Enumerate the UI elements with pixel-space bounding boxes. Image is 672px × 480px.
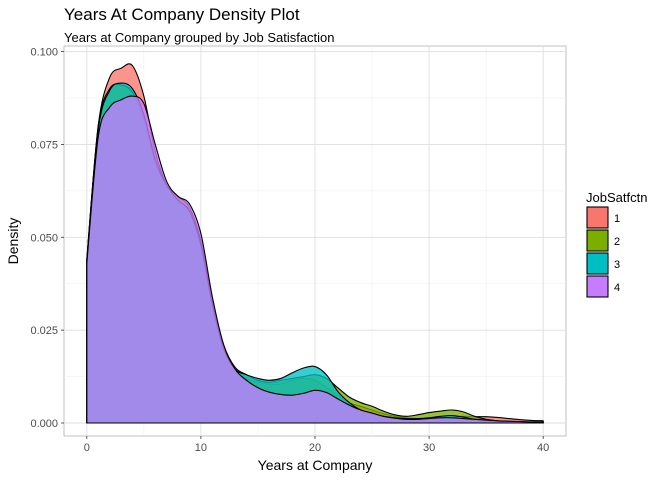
- legend-key-2: [586, 229, 609, 252]
- x-tick-label: 0: [84, 442, 90, 454]
- legend-key-4: [586, 275, 609, 298]
- x-axis-ticks: 0 10 20 30 40: [84, 436, 549, 454]
- legend-key-1: [586, 206, 609, 229]
- y-tick-label: 0.025: [30, 325, 58, 337]
- y-axis-ticks: 0.000 0.025 0.050 0.075 0.100: [30, 47, 64, 430]
- legend-label: 4: [614, 282, 620, 294]
- x-tick-label: 10: [195, 442, 207, 454]
- y-tick-label: 0.075: [30, 139, 58, 151]
- legend-label: 1: [614, 213, 620, 225]
- density-area-4: [86, 95, 544, 424]
- legend: JobSatfctn 1 2 3 4: [586, 190, 647, 298]
- density-areas: [86, 63, 544, 424]
- legend-key-3: [586, 252, 609, 275]
- legend-title: JobSatfctn: [586, 190, 647, 205]
- chart-subtitle: Years at Company grouped by Job Satisfac…: [64, 30, 335, 45]
- x-tick-label: 20: [309, 442, 321, 454]
- x-tick-label: 30: [423, 442, 435, 454]
- chart-title: Years At Company Density Plot: [64, 5, 300, 24]
- y-tick-label: 0.100: [30, 47, 58, 59]
- x-axis-title: Years at Company: [258, 457, 373, 473]
- x-tick-label: 40: [537, 442, 549, 454]
- y-axis-title: Density: [5, 218, 21, 265]
- legend-label: 2: [614, 236, 620, 248]
- y-tick-label: 0.050: [30, 232, 58, 244]
- y-tick-label: 0.000: [30, 418, 58, 430]
- legend-label: 3: [614, 259, 620, 271]
